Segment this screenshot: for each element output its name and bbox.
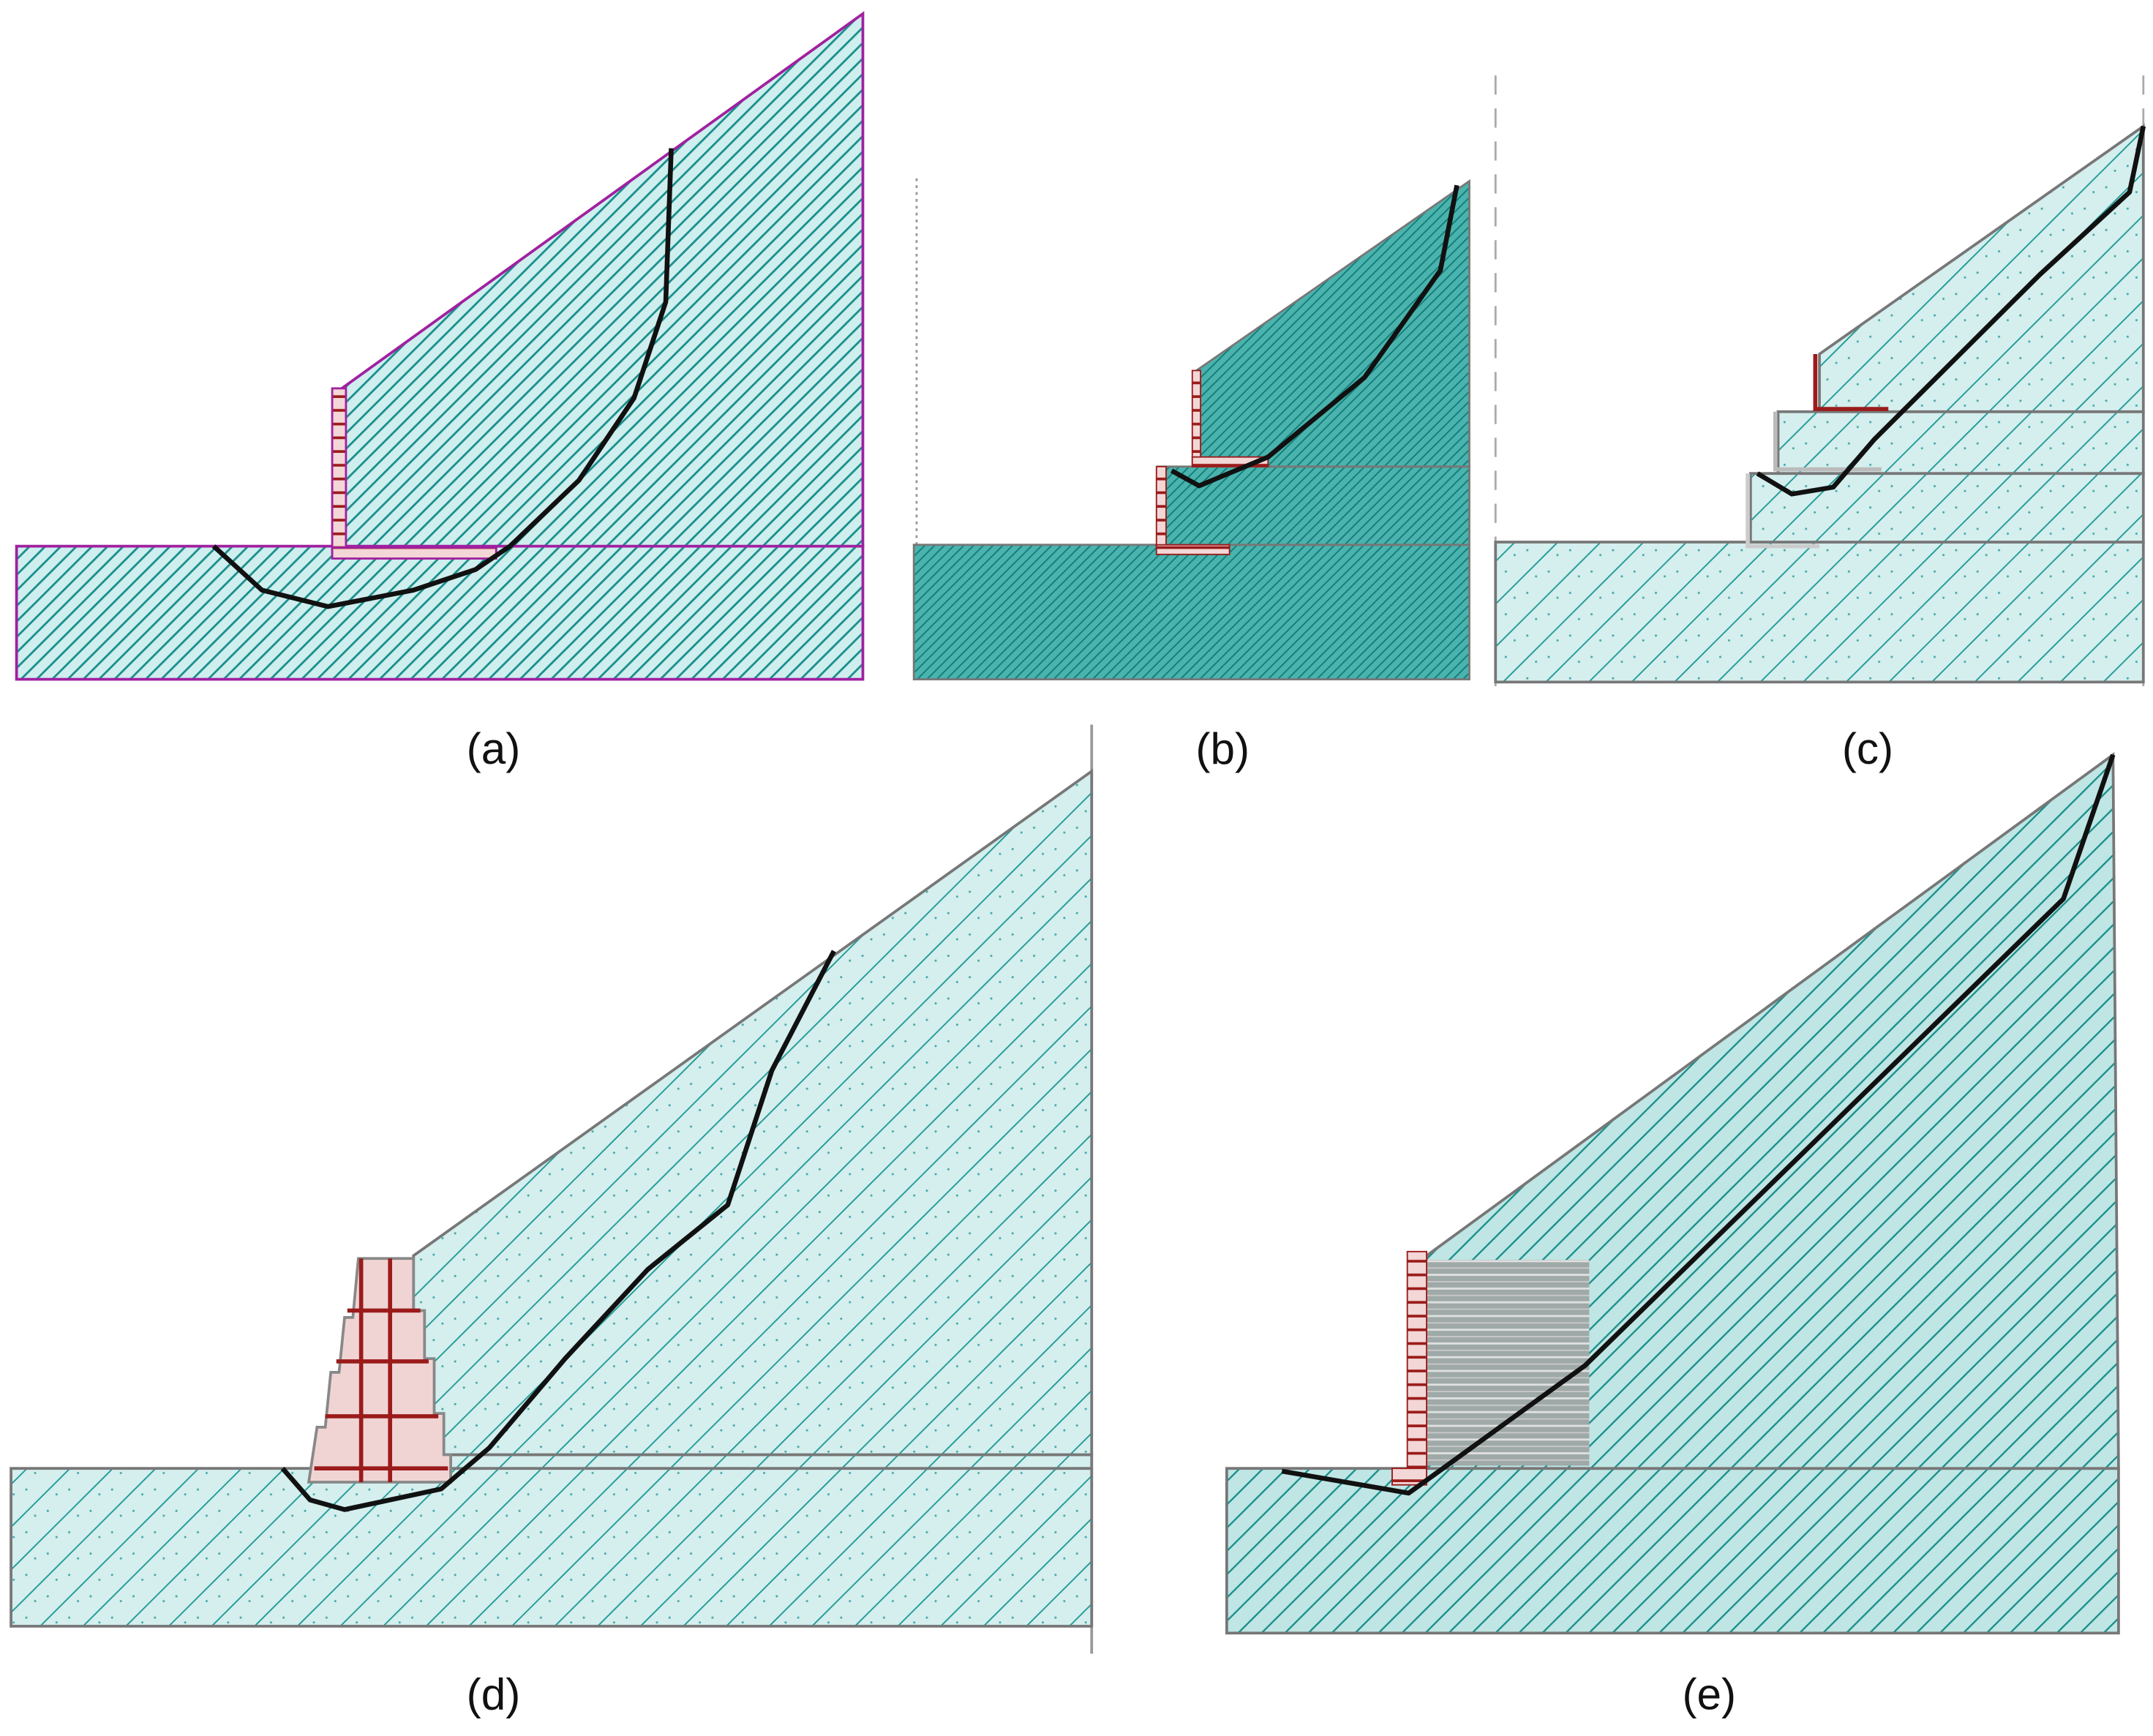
slip-surface bbox=[280, 950, 836, 1512]
panel-c: (c) bbox=[1494, 75, 2146, 773]
foundation-soil bbox=[15, 544, 865, 681]
panel-label: (c) bbox=[1842, 724, 1893, 773]
lower-bench bbox=[1748, 472, 2145, 544]
wall-footing bbox=[1391, 1468, 1428, 1486]
retaining-wall bbox=[331, 387, 347, 553]
foundation-soil bbox=[1225, 1467, 2120, 1635]
panel-label: (e) bbox=[1682, 1669, 1736, 1718]
gabion-grid bbox=[314, 1258, 448, 1482]
lower-wall bbox=[1155, 465, 1167, 550]
panel-d: (d) bbox=[10, 724, 1094, 1718]
slip-surface bbox=[1756, 125, 2146, 497]
lower-footing bbox=[1155, 544, 1230, 555]
lower-wall bbox=[1746, 473, 1820, 549]
foundation-soil bbox=[912, 544, 1470, 680]
gabion-wall bbox=[307, 1257, 452, 1484]
upper-wall bbox=[1813, 353, 1889, 411]
facing-wall bbox=[1406, 1250, 1428, 1483]
panel-b: (b) bbox=[912, 178, 1470, 773]
lower-bench bbox=[1157, 465, 1470, 546]
slope-soil bbox=[1818, 123, 2145, 413]
wall-footing bbox=[331, 546, 497, 560]
foundation-soil bbox=[10, 1467, 1094, 1628]
panel-label: (b) bbox=[1195, 724, 1250, 773]
panel-label: (a) bbox=[467, 724, 521, 773]
slope-soil bbox=[1195, 179, 1470, 468]
slope-soil bbox=[412, 768, 1094, 1457]
slip-surface bbox=[1170, 184, 1459, 489]
panel-label: (d) bbox=[467, 1669, 521, 1718]
slip-surface bbox=[1281, 754, 2116, 1496]
panel-a: (a) bbox=[15, 11, 865, 773]
upper-wall bbox=[1191, 369, 1202, 467]
reinforced-zone bbox=[1427, 1260, 1590, 1466]
slip-surface bbox=[211, 148, 674, 609]
panel-e: (e) bbox=[1225, 752, 2120, 1718]
foundation-soil bbox=[1494, 541, 2145, 684]
slope-soil bbox=[340, 11, 865, 548]
thin-layer bbox=[412, 1453, 1094, 1470]
middle-bench bbox=[1776, 410, 2145, 476]
